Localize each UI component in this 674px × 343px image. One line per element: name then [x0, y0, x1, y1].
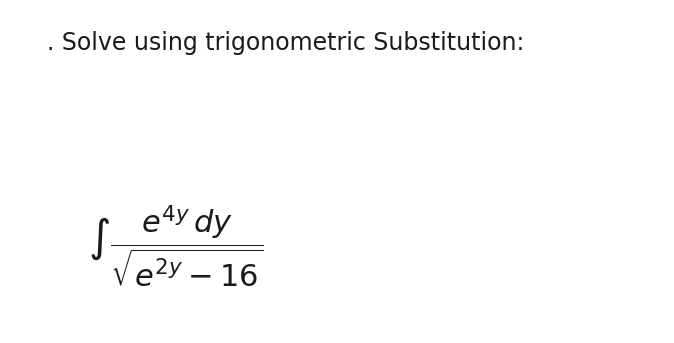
Text: $\int \dfrac{e^{4y}\,dy}{\sqrt{e^{2y}-16}}$: $\int \dfrac{e^{4y}\,dy}{\sqrt{e^{2y}-16… — [88, 204, 264, 290]
Text: . Solve using trigonometric Substitution:: . Solve using trigonometric Substitution… — [47, 31, 524, 55]
